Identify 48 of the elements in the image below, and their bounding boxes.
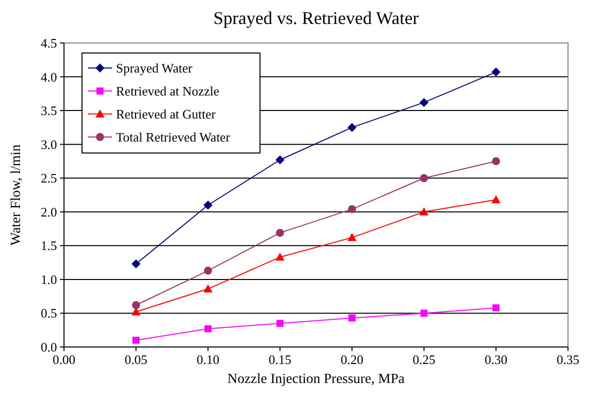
point	[132, 259, 140, 268]
y-axis-title: Water Flow, l/min	[9, 144, 24, 246]
point	[420, 310, 428, 317]
legend-label: Total Retrieved Water	[116, 130, 231, 144]
y-tick-label: 1.0	[40, 272, 57, 287]
point	[348, 122, 356, 132]
x-tick-label: 0.25	[412, 352, 436, 367]
point	[492, 157, 500, 166]
point	[492, 304, 500, 312]
legend-label: Retrieved at Gutter	[116, 106, 216, 122]
point	[204, 200, 212, 210]
x-tick-label: 0.35	[556, 352, 580, 367]
point	[276, 252, 284, 261]
legend-label: Sprayed Water	[116, 60, 193, 76]
y-tick-label: 0.0	[40, 340, 57, 354]
point	[204, 266, 212, 275]
y-tick-label: 1.5	[40, 238, 57, 254]
x-axis-title: Nozzle Injection Pressure, MPa	[227, 372, 406, 387]
y-tick-label: 4.5	[40, 36, 57, 50]
x-tick-label: 0.15	[268, 352, 292, 367]
point	[348, 314, 356, 322]
x-tick-label: 0.05	[124, 352, 148, 367]
y-tick-label: 3.5	[40, 103, 57, 118]
y-tick-label: 4.0	[40, 69, 57, 84]
y-tick-label: 2.5	[40, 170, 57, 186]
chart-title: Sprayed vs. Retrieved Water	[213, 8, 419, 28]
legend-label: Retrieved at Nozzle	[116, 84, 220, 98]
point	[204, 325, 212, 332]
y-tick-label: 2.0	[40, 204, 57, 220]
point	[204, 284, 212, 292]
point	[420, 174, 428, 182]
x-tick-label: 0.10	[196, 352, 220, 367]
x-tick-label: 0.30	[484, 352, 508, 367]
point	[132, 336, 140, 344]
point	[276, 155, 284, 164]
point	[276, 320, 284, 327]
point	[132, 301, 140, 310]
point	[420, 207, 428, 216]
point	[492, 195, 500, 204]
x-tick-label: 0.00	[52, 352, 76, 367]
y-tick-label: 0.5	[40, 306, 57, 321]
point	[276, 228, 284, 237]
point	[348, 233, 356, 242]
point	[420, 98, 428, 107]
y-tick-label: 3.0	[40, 136, 57, 152]
point	[492, 68, 500, 77]
point	[348, 205, 356, 214]
x-tick-label: 0.20	[340, 352, 364, 367]
